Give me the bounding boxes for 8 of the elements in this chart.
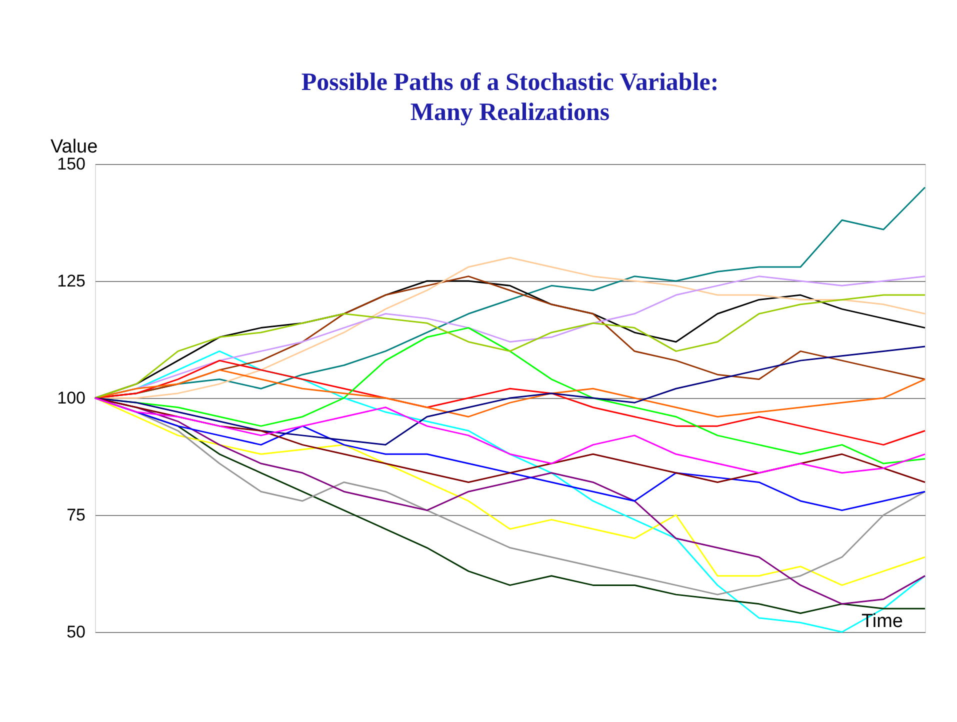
y-tick-label: 50 (66, 622, 86, 642)
y-tick-label: 125 (57, 272, 86, 290)
y-tick-label: 75 (66, 506, 86, 524)
y-tick-label: 150 (57, 154, 86, 174)
x-axis-title: Time (861, 611, 903, 632)
chart-title: Possible Paths of a Stochastic Variable: Many Realizations (301, 69, 719, 126)
y-axis-title: Value (50, 136, 98, 158)
y-tick-label: 100 (57, 388, 86, 408)
